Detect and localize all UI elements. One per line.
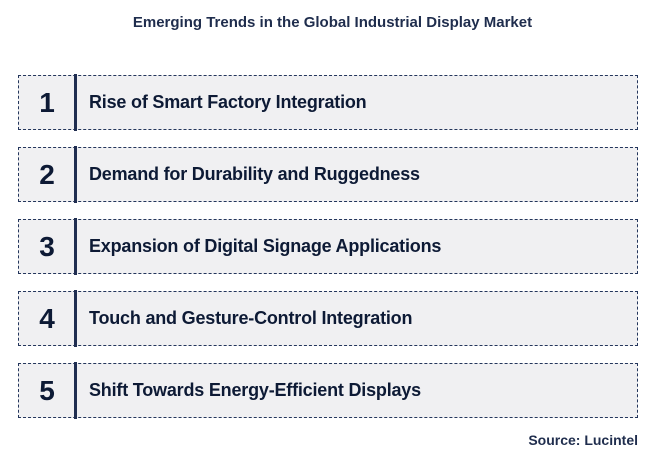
- trend-item-2: 2 Demand for Durability and Ruggedness: [18, 146, 638, 203]
- source-credit: Source: Lucintel: [528, 432, 638, 448]
- trend-item-1: 1 Rise of Smart Factory Integration: [18, 74, 638, 131]
- trend-number-5: 5: [39, 374, 55, 406]
- trend-item-5: 5 Shift Towards Energy-Efficient Display…: [18, 362, 638, 419]
- trend-divider-2: [74, 146, 77, 203]
- trend-divider-3: [74, 218, 77, 275]
- trend-number-3: 3: [39, 230, 55, 262]
- diagram-title: Emerging Trends in the Global Industrial…: [132, 14, 533, 31]
- trend-number-2: 2: [39, 158, 55, 190]
- trend-divider-1: [74, 74, 77, 131]
- trend-item-4: 4 Touch and Gesture-Control Integration: [18, 290, 638, 347]
- trend-label-3: Expansion of Digital Signage Application…: [89, 236, 442, 256]
- trend-label-4: Touch and Gesture-Control Integration: [89, 308, 413, 328]
- trend-label-2: Demand for Durability and Ruggedness: [89, 164, 420, 184]
- trend-divider-4: [74, 290, 77, 347]
- trend-item-3: 3 Expansion of Digital Signage Applicati…: [18, 218, 638, 275]
- trend-list: 1 Rise of Smart Factory Integration 2 De…: [18, 74, 638, 435]
- trend-divider-5: [74, 362, 77, 419]
- trend-label-1: Rise of Smart Factory Integration: [89, 92, 367, 112]
- trend-label-5: Shift Towards Energy-Efficient Displays: [89, 380, 421, 400]
- trend-number-1: 1: [39, 86, 55, 118]
- trend-number-4: 4: [39, 302, 55, 334]
